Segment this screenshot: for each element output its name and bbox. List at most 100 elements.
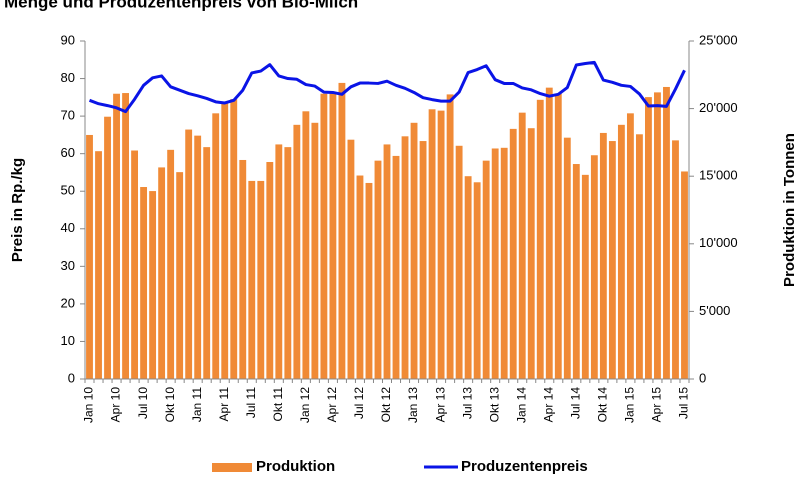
x-tick-label: Apr 15 [650, 387, 664, 423]
bar [681, 171, 688, 379]
x-tick-label: Okt 11 [271, 387, 285, 422]
x-tick-label: Apr 11 [217, 387, 231, 422]
x-tick-label: Apr 12 [325, 387, 339, 423]
bar [536, 99, 544, 379]
bar [672, 140, 679, 379]
x-tick-label: Jan 13 [406, 387, 420, 423]
bar [590, 155, 598, 379]
bar [293, 124, 301, 379]
bar [275, 144, 283, 379]
bar [392, 155, 400, 379]
bar [284, 147, 292, 379]
bar [113, 93, 120, 379]
bar [410, 122, 418, 380]
bar [131, 150, 139, 379]
bar [654, 92, 661, 379]
bar [608, 141, 616, 379]
bar [86, 134, 93, 379]
bar [473, 182, 481, 379]
bar [645, 97, 652, 379]
y2-tick-label: 20'000 [699, 100, 738, 115]
y-tick-label: 30 [61, 258, 75, 273]
x-tick-label: Apr 10 [109, 387, 123, 423]
legend-label: Produzentenpreis [461, 458, 588, 475]
bar [221, 102, 229, 380]
bar [311, 122, 319, 380]
bar [383, 144, 391, 379]
y-tick-label: 10 [61, 333, 75, 348]
bar [554, 93, 562, 379]
bar [329, 93, 337, 379]
bar [491, 148, 499, 379]
bar [167, 149, 175, 379]
x-tick-label: Okt 12 [379, 387, 393, 423]
x-tick-label: Apr 13 [433, 387, 447, 423]
bar [419, 141, 427, 379]
bar [365, 182, 373, 379]
x-tick-label: Jul 12 [352, 387, 366, 419]
bar [320, 93, 328, 379]
y-tick-label: 80 [61, 70, 75, 85]
y2-tick-label: 10'000 [699, 235, 738, 250]
bar [518, 112, 526, 379]
y2-axis-label: Produktion in Tonnen [781, 133, 798, 287]
bar [122, 93, 129, 379]
bar [626, 113, 634, 379]
x-tick-label: Jul 11 [244, 387, 258, 418]
bar [158, 167, 166, 379]
bar [663, 86, 670, 379]
bar [437, 110, 445, 380]
y-tick-label: 70 [61, 108, 75, 123]
y-tick-label: 40 [61, 220, 75, 235]
bar [428, 109, 436, 379]
bar [500, 147, 508, 379]
x-tick-label: Jan 15 [623, 387, 637, 423]
bar [104, 116, 111, 379]
bar [140, 187, 148, 379]
bar [635, 134, 643, 379]
bar [545, 87, 553, 380]
legend-swatch [212, 463, 252, 472]
x-tick-label: Okt 13 [487, 387, 501, 423]
y2-tick-label: 15'000 [699, 168, 738, 183]
y-tick-label: 20 [61, 295, 75, 310]
legend-label: Produktion [256, 458, 335, 475]
bar [446, 94, 454, 380]
x-tick-label: Okt 14 [596, 387, 610, 423]
bar [347, 139, 355, 379]
bar [248, 180, 256, 379]
x-tick-label: Jan 12 [298, 387, 312, 423]
bar [212, 113, 220, 379]
y-tick-label: 50 [61, 183, 75, 198]
bar [581, 174, 589, 379]
bar [464, 176, 472, 379]
y-axis-label: Preis in Rp./kg [9, 158, 26, 262]
bar [239, 159, 247, 379]
y2-tick-label: 25'000 [699, 32, 738, 47]
x-tick-label: Okt 10 [163, 387, 177, 423]
bar [257, 180, 265, 379]
bar [203, 147, 211, 379]
x-tick-label: Apr 14 [541, 387, 555, 423]
price-line [88, 60, 686, 114]
bar [509, 128, 517, 379]
bar [563, 137, 571, 379]
x-tick-label: Jul 14 [568, 387, 582, 419]
bar [149, 191, 157, 379]
bar [482, 160, 490, 379]
bar [302, 111, 310, 379]
bar [455, 145, 463, 379]
bar [599, 132, 607, 379]
bar [527, 128, 535, 379]
bar [194, 135, 202, 379]
bar [356, 175, 364, 379]
bar [95, 151, 102, 379]
bar [266, 162, 274, 379]
bar [617, 124, 625, 379]
bar [185, 129, 193, 379]
y-tick-label: 60 [61, 145, 75, 160]
y-tick-label: 0 [68, 370, 75, 385]
y2-tick-label: 5'000 [699, 303, 730, 318]
bar [230, 99, 238, 380]
